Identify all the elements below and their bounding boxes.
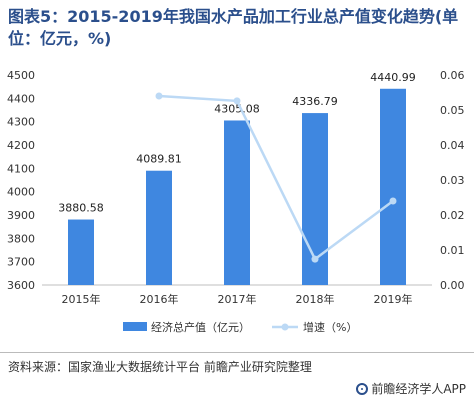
chart-title: 图表5：2015-2019年我国水产品加工行业总产值变化趋势(单位：亿元，%) (8, 7, 459, 48)
bar-series (68, 88, 406, 286)
y-left-tick-label: 3900 (7, 209, 35, 222)
source-note: 资料来源：国家渔业大数据统计平台 前瞻产业研究院整理 (8, 360, 312, 374)
y-right-tick-label: 0.02 (440, 209, 465, 222)
growth-point (311, 255, 319, 263)
x-tick-label: 2019年 (374, 292, 413, 306)
y-left-tick-label: 3600 (7, 279, 35, 292)
bar (380, 88, 406, 285)
growth-line (158, 94, 394, 261)
y-right-axis: 0.00 0.01 0.02 0.03 0.04 0.05 0.06 (440, 69, 465, 292)
brand-name: 前瞻经济学人APP (371, 382, 466, 396)
y-left-tick-label: 4400 (7, 92, 35, 105)
y-right-tick-label: 0.06 (440, 69, 465, 82)
legend-line-label: 增速（%） (303, 320, 357, 334)
bar-value-label: 4089.81 (136, 153, 182, 166)
y-left-tick-label: 4300 (7, 116, 35, 129)
legend-line-marker (281, 323, 289, 331)
x-tick-label: 2018年 (296, 292, 335, 306)
y-right-tick-label: 0.05 (440, 104, 465, 117)
bar (224, 120, 250, 286)
legend-bar-swatch (123, 322, 147, 331)
bar-value-label: 4305.08 (214, 102, 260, 115)
y-left-tick-label: 4100 (7, 162, 35, 175)
bar (68, 219, 94, 285)
growth-point (155, 92, 163, 100)
x-tick-label: 2017年 (218, 292, 257, 306)
x-tick-label: 2015年 (62, 292, 101, 306)
legend: 经济总产值（亿元） 增速（%） (123, 320, 357, 334)
y-right-tick-label: 0.01 (440, 244, 465, 257)
bar-value-label: 4336.79 (292, 95, 338, 108)
chart-area: 3600 3700 3800 3900 4000 4100 4200 4300 4400 4500… (7, 69, 465, 334)
legend-bar-label: 经济总产值（亿元） (151, 320, 250, 334)
y-right-tick-label: 0.00 (440, 279, 465, 292)
y-right-tick-label: 0.04 (440, 139, 465, 152)
x-axis: 2015年 2016年 2017年 2018年 2019年 (62, 292, 413, 306)
bar-value-label: 4440.99 (370, 71, 416, 84)
y-left-tick-label: 4000 (7, 186, 35, 199)
y-left-tick-label: 4500 (7, 69, 35, 82)
y-left-tick-label: 4200 (7, 139, 35, 152)
bar-value-label: 3880.58 (58, 202, 104, 215)
growth-point (389, 197, 397, 205)
x-tick-label: 2016年 (140, 292, 179, 306)
growth-point (233, 97, 241, 105)
footer-divider (0, 352, 474, 353)
y-left-tick-label: 3700 (7, 256, 35, 269)
y-left-axis: 3600 3700 3800 3900 4000 4100 4200 4300 4400 4500 (7, 69, 35, 292)
bar-value-labels: 3880.58 4089.81 4305.08 4336.79 4440.99 (58, 71, 416, 215)
brand-logo-icon (356, 382, 369, 395)
y-right-tick-label: 0.03 (440, 174, 465, 187)
y-left-tick-label: 3800 (7, 232, 35, 245)
growth-line-series (155, 92, 397, 263)
brand-mark: 前瞻经济学人APP (356, 380, 466, 397)
bar (146, 170, 172, 285)
